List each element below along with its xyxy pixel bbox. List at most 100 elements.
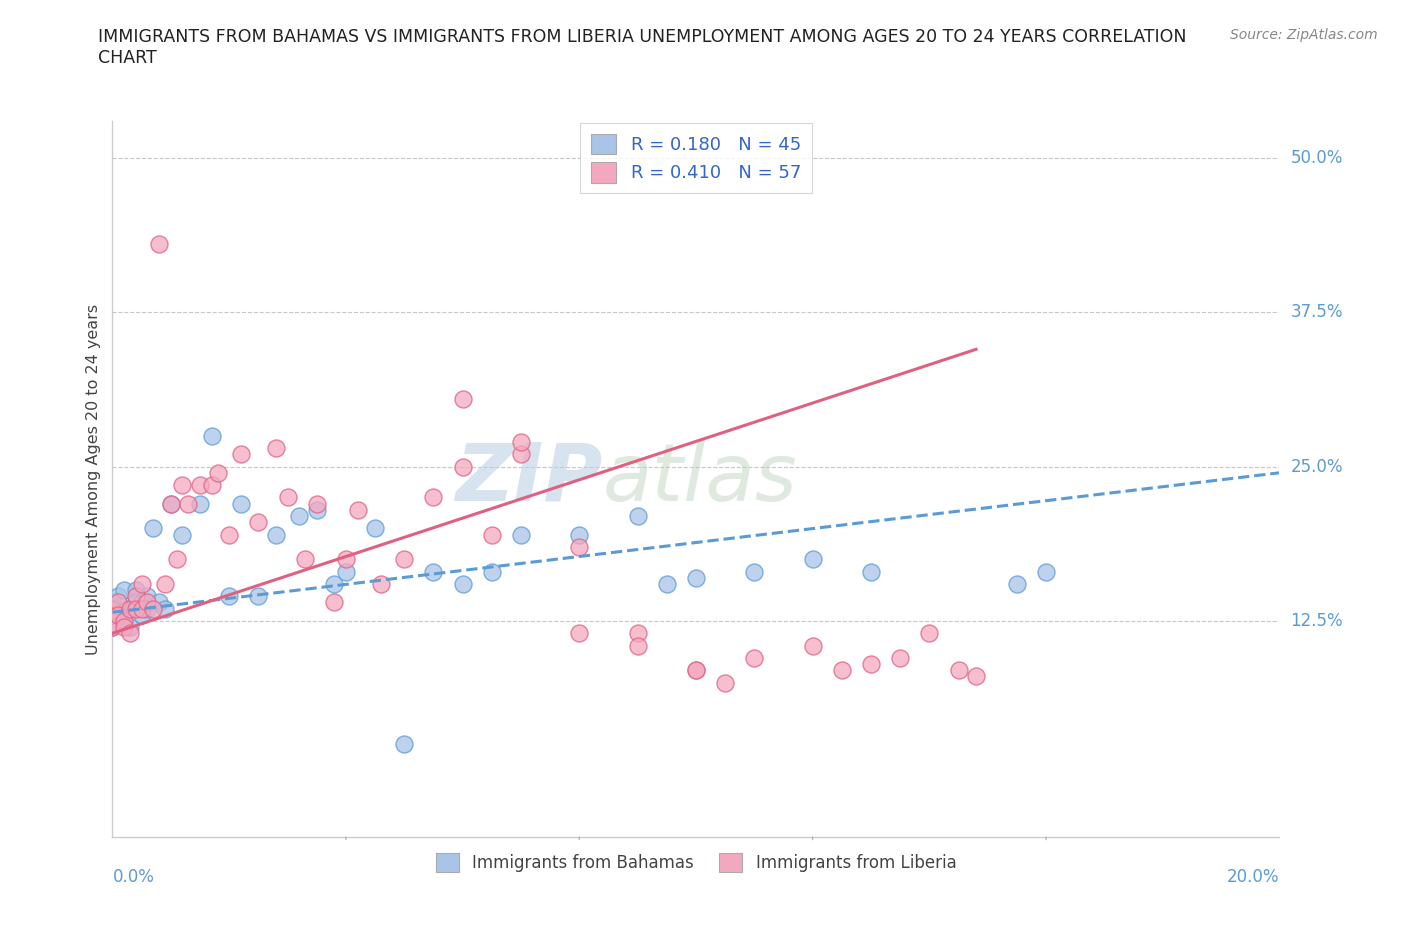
Point (860, 657, 883, 671)
Point (801, 638, 824, 653)
Point (451, 459, 474, 474)
Text: Source: ZipAtlas.com: Source: ZipAtlas.com (1230, 28, 1378, 42)
Point (247, 589, 270, 604)
Text: 25.0%: 25.0% (1291, 458, 1343, 475)
Point (276, 490, 298, 505)
Point (394, 737, 416, 751)
Point (801, 551, 824, 566)
Text: 50.0%: 50.0% (1291, 149, 1343, 167)
Text: 20.0%: 20.0% (1227, 868, 1279, 885)
Point (394, 551, 416, 566)
Point (742, 565, 765, 579)
Point (889, 651, 911, 666)
Point (131, 601, 153, 616)
Text: IMMIGRANTS FROM BAHAMAS VS IMMIGRANTS FROM LIBERIA UNEMPLOYMENT AMONG AGES 20 TO: IMMIGRANTS FROM BAHAMAS VS IMMIGRANTS FR… (98, 28, 1187, 67)
Point (568, 539, 591, 554)
Point (153, 577, 176, 591)
Point (166, 551, 188, 566)
Point (509, 446, 531, 461)
Point (627, 638, 650, 653)
Point (742, 651, 765, 666)
Point (112, 582, 135, 597)
Text: 0.0%: 0.0% (112, 868, 155, 885)
Point (229, 497, 252, 512)
Point (112, 614, 135, 629)
Point (118, 626, 141, 641)
Point (509, 527, 531, 542)
Point (451, 392, 474, 406)
Point (323, 577, 346, 591)
Point (101, 601, 124, 616)
Text: atlas: atlas (603, 440, 797, 518)
Point (685, 663, 707, 678)
Point (101, 595, 124, 610)
Point (568, 527, 591, 542)
Legend: Immigrants from Bahamas, Immigrants from Liberia: Immigrants from Bahamas, Immigrants from… (429, 846, 963, 879)
Point (107, 607, 129, 622)
Point (125, 595, 148, 610)
Point (131, 607, 153, 622)
Point (101, 619, 124, 634)
Point (218, 589, 240, 604)
Point (346, 502, 368, 517)
Point (101, 607, 124, 622)
Text: ZIP: ZIP (456, 440, 603, 518)
Point (101, 607, 124, 622)
Point (201, 478, 224, 493)
Point (685, 663, 707, 678)
Point (655, 577, 678, 591)
Point (714, 675, 737, 690)
Point (142, 601, 165, 616)
Point (172, 478, 194, 493)
Text: 12.5%: 12.5% (1291, 612, 1343, 630)
Point (136, 595, 159, 610)
Point (370, 577, 392, 591)
Point (136, 589, 159, 604)
Point (153, 601, 176, 616)
Point (422, 565, 444, 579)
Point (685, 570, 707, 585)
Point (118, 601, 141, 616)
Point (568, 626, 591, 641)
Point (118, 619, 141, 634)
Point (305, 502, 328, 517)
Text: 37.5%: 37.5% (1291, 303, 1343, 321)
Point (509, 434, 531, 449)
Point (364, 521, 387, 536)
Y-axis label: Unemployment Among Ages 20 to 24 years: Unemployment Among Ages 20 to 24 years (86, 303, 101, 655)
Point (264, 441, 287, 456)
Point (125, 582, 148, 597)
Point (201, 429, 224, 444)
Point (1005, 577, 1028, 591)
Point (294, 551, 316, 566)
Point (335, 551, 357, 566)
Point (136, 601, 159, 616)
Point (131, 577, 153, 591)
Point (112, 619, 135, 634)
Point (142, 521, 165, 536)
Point (148, 595, 170, 610)
Point (177, 497, 200, 512)
Point (107, 595, 129, 610)
Point (335, 565, 357, 579)
Point (305, 497, 328, 512)
Point (101, 619, 124, 634)
Point (207, 465, 229, 480)
Point (264, 527, 287, 542)
Point (131, 595, 153, 610)
Point (107, 607, 129, 622)
Point (218, 527, 240, 542)
Point (323, 595, 346, 610)
Point (481, 565, 503, 579)
Point (118, 601, 141, 616)
Point (831, 663, 853, 678)
Point (247, 514, 270, 529)
Point (148, 237, 170, 252)
Point (422, 490, 444, 505)
Point (125, 601, 148, 616)
Point (481, 527, 503, 542)
Point (627, 509, 650, 524)
Point (918, 626, 941, 641)
Point (160, 497, 183, 512)
Point (948, 663, 970, 678)
